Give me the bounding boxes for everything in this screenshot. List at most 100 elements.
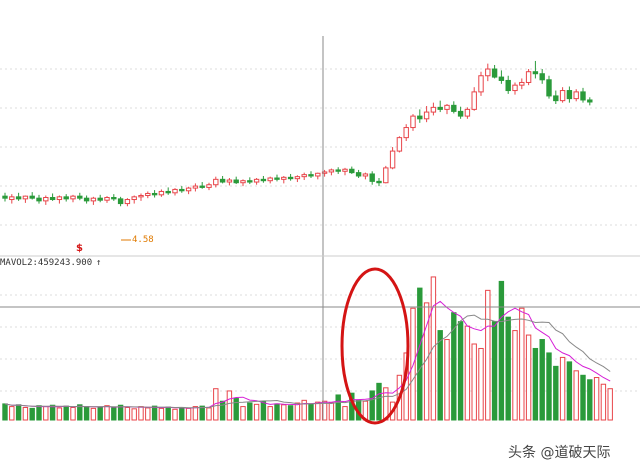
candle-body bbox=[253, 178, 260, 183]
candle-body bbox=[240, 180, 246, 184]
volume-bar bbox=[471, 343, 477, 421]
up-arrow-icon: ↑ bbox=[96, 258, 101, 268]
candle-body bbox=[362, 173, 369, 177]
candle-body bbox=[539, 73, 545, 81]
candle-body bbox=[281, 176, 287, 180]
candle-body bbox=[15, 196, 22, 200]
candle-body bbox=[267, 177, 273, 182]
candle-body bbox=[83, 197, 90, 202]
volume-bar bbox=[491, 321, 498, 421]
volume-bar bbox=[546, 352, 552, 421]
volume-bar bbox=[260, 400, 267, 421]
volume-bar bbox=[321, 400, 328, 421]
volume-bar bbox=[9, 406, 15, 421]
volume-bar bbox=[70, 406, 76, 421]
volume-bar bbox=[464, 325, 471, 421]
volume-bar bbox=[233, 398, 239, 421]
candle-body bbox=[49, 197, 56, 201]
volume-bar bbox=[559, 356, 566, 421]
candle-body bbox=[131, 196, 137, 201]
candle-body bbox=[355, 172, 362, 177]
volume-indicator-label: MAVOL2:459243.900 bbox=[0, 258, 92, 268]
volume-bar bbox=[253, 403, 260, 421]
volume-bar bbox=[505, 316, 511, 421]
candle-body bbox=[328, 169, 335, 173]
volume-bar bbox=[607, 388, 613, 421]
candle-body bbox=[457, 110, 464, 117]
candle-body bbox=[199, 185, 205, 188]
candle-body bbox=[437, 106, 443, 110]
volume-bar bbox=[185, 407, 192, 421]
candle-body bbox=[117, 198, 124, 205]
volume-bar bbox=[573, 370, 579, 421]
candle-body bbox=[403, 127, 409, 139]
volume-bar bbox=[335, 394, 341, 421]
volume-bar bbox=[376, 382, 382, 421]
volume-ma-slow-line bbox=[4, 314, 611, 409]
volume-bar bbox=[158, 407, 165, 421]
candle-body bbox=[451, 104, 457, 112]
volume-bar bbox=[83, 406, 90, 421]
volume-bar bbox=[206, 407, 212, 421]
candle-body bbox=[471, 91, 477, 110]
volume-bar bbox=[43, 406, 49, 421]
volume-bar bbox=[600, 383, 607, 421]
volume-bar bbox=[587, 379, 593, 421]
candle-body bbox=[321, 171, 328, 174]
volume-bar bbox=[104, 405, 110, 421]
low-marker-symbol: $ bbox=[76, 243, 83, 254]
candle-body bbox=[165, 190, 171, 194]
volume-bar bbox=[240, 406, 246, 421]
volume-bar bbox=[301, 399, 307, 421]
candle-body bbox=[315, 172, 321, 177]
candle-body bbox=[172, 188, 178, 194]
volume-bar bbox=[145, 407, 151, 421]
candle-body bbox=[505, 79, 511, 92]
volume-bar bbox=[226, 390, 233, 421]
candle-body bbox=[512, 84, 518, 92]
volume-bar bbox=[512, 330, 518, 421]
candle-body bbox=[525, 71, 532, 83]
volume-bar bbox=[553, 365, 559, 421]
volume-bar bbox=[267, 406, 273, 421]
candle-body bbox=[22, 195, 29, 200]
volume-bar bbox=[131, 408, 137, 421]
candle-body bbox=[410, 115, 416, 129]
candle-body bbox=[145, 192, 151, 196]
volume-bar bbox=[478, 347, 484, 421]
candle-body bbox=[423, 111, 430, 120]
volume-bar bbox=[294, 402, 301, 421]
candle-body bbox=[70, 195, 76, 200]
candle-body bbox=[9, 196, 15, 201]
candle-body bbox=[342, 168, 348, 172]
candle-body bbox=[77, 195, 83, 199]
candle-body bbox=[389, 150, 396, 169]
candle-body bbox=[90, 197, 97, 202]
volume-surge-circle bbox=[340, 267, 410, 425]
volume-bar bbox=[138, 406, 144, 421]
volume-bar bbox=[308, 403, 314, 421]
volume-bar bbox=[519, 307, 525, 421]
volume-bar bbox=[342, 406, 348, 421]
volume-bar bbox=[77, 404, 83, 421]
volume-bar bbox=[63, 405, 69, 421]
candle-body bbox=[349, 168, 355, 174]
grid-lines bbox=[0, 68, 640, 392]
candle-body bbox=[97, 197, 103, 201]
candle-body bbox=[192, 185, 199, 189]
volume-bar bbox=[247, 402, 253, 421]
candle-body bbox=[29, 195, 35, 199]
candle-body bbox=[417, 115, 423, 120]
watermark: 头条 @道破天际 bbox=[508, 444, 610, 461]
candle-body bbox=[559, 90, 566, 102]
volume-bar bbox=[444, 339, 450, 421]
volume-bar bbox=[498, 280, 505, 421]
candle-body bbox=[519, 81, 525, 86]
candle-body bbox=[335, 169, 341, 172]
candle-body bbox=[485, 68, 491, 77]
candle-body bbox=[573, 91, 579, 100]
volume-bar bbox=[274, 403, 280, 421]
volume-bar bbox=[124, 406, 131, 421]
volume-bar bbox=[281, 404, 287, 421]
